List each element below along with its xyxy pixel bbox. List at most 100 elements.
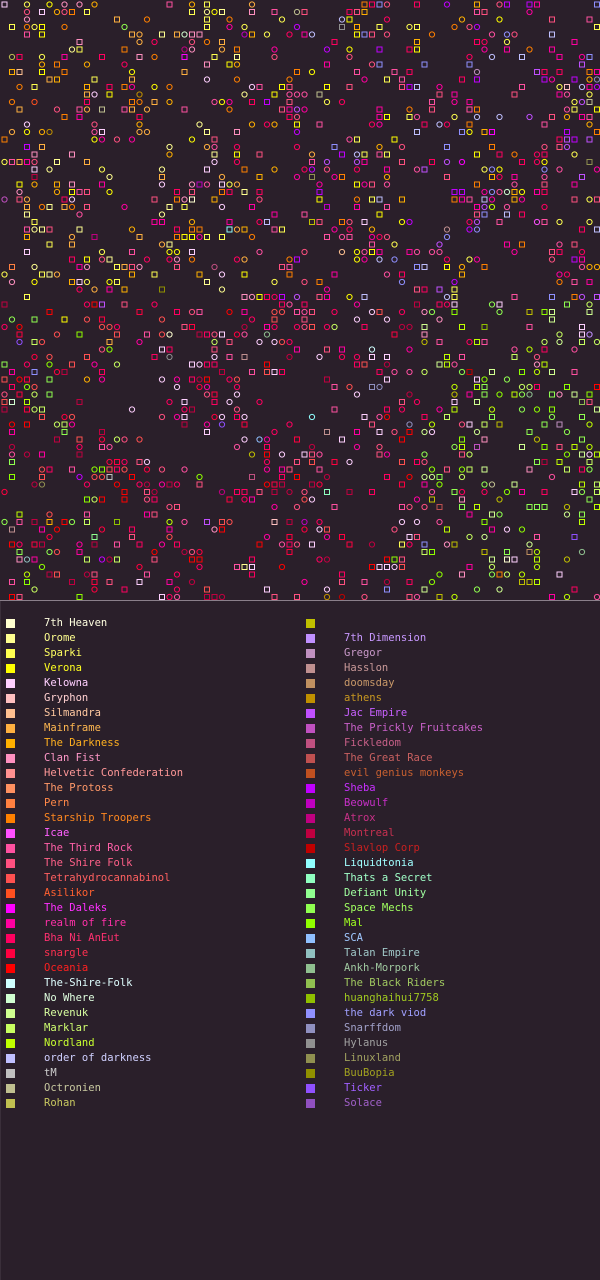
planet-marker[interactable] xyxy=(233,331,241,338)
planet-marker[interactable] xyxy=(383,316,391,323)
star-marker[interactable] xyxy=(459,354,465,360)
star-marker[interactable] xyxy=(451,399,458,405)
star-marker[interactable] xyxy=(1,301,8,308)
planet-marker[interactable] xyxy=(421,503,428,511)
star-marker[interactable] xyxy=(9,474,15,480)
star-marker[interactable] xyxy=(496,151,503,158)
planet-marker[interactable] xyxy=(526,391,533,398)
star-marker[interactable] xyxy=(541,121,548,128)
star-marker[interactable] xyxy=(361,324,368,330)
star-marker[interactable] xyxy=(549,114,555,120)
planet-marker[interactable] xyxy=(323,556,331,563)
star-marker[interactable] xyxy=(301,31,308,38)
star-marker[interactable] xyxy=(286,99,293,105)
star-marker[interactable] xyxy=(346,16,353,23)
star-marker[interactable] xyxy=(286,534,293,540)
planet-marker[interactable] xyxy=(158,413,166,421)
star-marker[interactable] xyxy=(556,91,563,98)
planet-marker[interactable] xyxy=(233,376,241,383)
planet-marker[interactable] xyxy=(173,248,181,256)
star-marker[interactable] xyxy=(196,331,203,338)
planet-marker[interactable] xyxy=(556,278,563,286)
star-marker[interactable] xyxy=(384,114,390,120)
planet-marker[interactable] xyxy=(83,376,91,383)
star-marker[interactable] xyxy=(136,114,143,120)
star-marker[interactable] xyxy=(91,541,98,548)
planet-marker[interactable] xyxy=(353,248,361,256)
star-marker[interactable] xyxy=(384,406,390,413)
star-marker[interactable] xyxy=(339,174,345,180)
planet-marker[interactable] xyxy=(511,248,518,256)
planet-marker[interactable] xyxy=(458,158,466,166)
star-marker[interactable] xyxy=(39,451,45,458)
star-marker[interactable] xyxy=(309,174,315,180)
star-marker[interactable] xyxy=(586,84,593,90)
star-marker[interactable] xyxy=(286,541,293,548)
star-marker[interactable] xyxy=(414,301,420,308)
planet-marker[interactable] xyxy=(293,113,301,121)
star-marker[interactable] xyxy=(459,324,465,330)
star-marker[interactable] xyxy=(144,511,150,518)
star-marker[interactable] xyxy=(324,526,330,533)
planet-marker[interactable] xyxy=(368,226,376,233)
planet-marker[interactable] xyxy=(1,391,8,398)
star-marker[interactable] xyxy=(534,384,540,390)
planet-marker[interactable] xyxy=(166,518,173,526)
star-marker[interactable] xyxy=(114,541,120,548)
star-marker[interactable] xyxy=(481,421,488,428)
star-marker[interactable] xyxy=(241,166,248,173)
planet-marker[interactable] xyxy=(421,368,428,376)
star-marker[interactable] xyxy=(151,496,158,503)
planet-marker[interactable] xyxy=(16,338,23,346)
star-marker[interactable] xyxy=(106,286,113,293)
planet-marker[interactable] xyxy=(196,121,203,128)
star-marker[interactable] xyxy=(346,9,353,15)
planet-marker[interactable] xyxy=(136,128,143,136)
planet-marker[interactable] xyxy=(556,331,563,338)
star-marker[interactable] xyxy=(211,136,218,143)
star-marker[interactable] xyxy=(571,489,578,495)
star-marker[interactable] xyxy=(406,579,413,585)
planet-marker[interactable] xyxy=(496,511,503,518)
planet-marker[interactable] xyxy=(143,496,151,503)
planet-marker[interactable] xyxy=(451,23,458,31)
planet-marker[interactable] xyxy=(428,466,436,473)
star-marker[interactable] xyxy=(211,594,218,600)
star-marker[interactable] xyxy=(249,9,255,15)
planet-marker[interactable] xyxy=(466,53,473,61)
planet-marker[interactable] xyxy=(308,31,316,38)
planet-marker[interactable] xyxy=(293,293,301,301)
star-marker[interactable] xyxy=(474,106,480,113)
planet-marker[interactable] xyxy=(166,83,173,91)
star-marker[interactable] xyxy=(226,354,233,360)
star-marker[interactable] xyxy=(474,1,480,8)
planet-marker[interactable] xyxy=(98,526,106,533)
planet-marker[interactable] xyxy=(166,533,173,541)
star-marker[interactable] xyxy=(16,391,23,398)
planet-marker[interactable] xyxy=(451,593,458,600)
star-marker[interactable] xyxy=(579,466,585,473)
planet-marker[interactable] xyxy=(293,173,301,181)
star-marker[interactable] xyxy=(519,444,525,450)
star-marker[interactable] xyxy=(519,84,525,90)
planet-marker[interactable] xyxy=(323,593,331,600)
star-marker[interactable] xyxy=(114,279,120,285)
star-marker[interactable] xyxy=(376,249,383,255)
planet-marker[interactable] xyxy=(173,593,181,600)
planet-marker[interactable] xyxy=(323,286,331,293)
planet-marker[interactable] xyxy=(106,556,113,563)
star-marker[interactable] xyxy=(451,406,458,413)
star-marker[interactable] xyxy=(309,459,315,465)
star-marker[interactable] xyxy=(24,234,30,240)
planet-marker[interactable] xyxy=(481,46,488,53)
planet-marker[interactable] xyxy=(211,158,218,166)
star-marker[interactable] xyxy=(16,331,23,338)
star-marker[interactable] xyxy=(376,369,383,375)
planet-marker[interactable] xyxy=(293,128,301,136)
planet-marker[interactable] xyxy=(76,1,83,8)
star-marker[interactable] xyxy=(204,234,210,240)
star-marker[interactable] xyxy=(519,159,525,165)
star-marker[interactable] xyxy=(474,376,480,383)
planet-marker[interactable] xyxy=(503,38,511,46)
star-marker[interactable] xyxy=(46,309,53,315)
